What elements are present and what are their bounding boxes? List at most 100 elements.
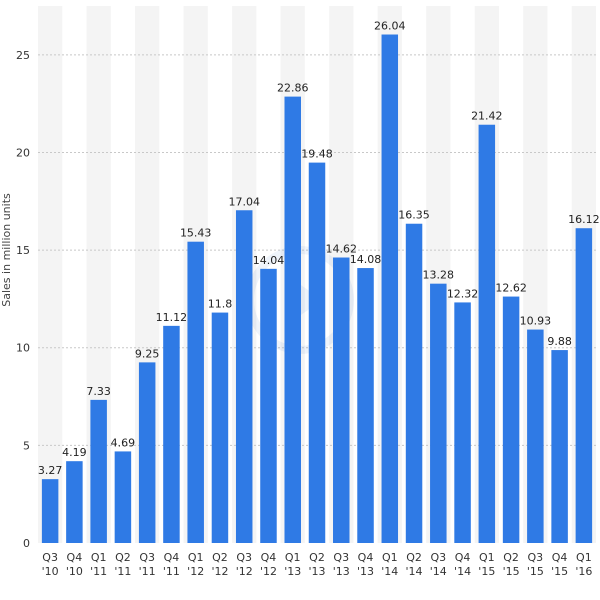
bar xyxy=(454,302,471,543)
bar xyxy=(575,228,593,543)
x-tick-label: Q2 xyxy=(309,551,325,564)
x-tick-label: Q1 xyxy=(188,551,204,564)
y-tick-label: 5 xyxy=(23,439,30,452)
value-label: 4.19 xyxy=(62,446,87,459)
value-label: 15.43 xyxy=(180,227,212,240)
x-tick-label: '11 xyxy=(90,565,107,578)
bar xyxy=(138,362,156,543)
x-tick-label: '12 xyxy=(260,565,277,578)
bar xyxy=(405,223,423,543)
y-axis-ticks: 0 5 10 15 20 25 xyxy=(16,49,30,550)
y-tick-label: 20 xyxy=(16,146,30,159)
x-tick-label: Q3 xyxy=(528,551,544,564)
bar xyxy=(41,479,59,543)
x-tick-label: Q3 xyxy=(42,551,58,564)
x-tick-label: Q3 xyxy=(430,551,446,564)
value-label: 3.27 xyxy=(38,464,63,477)
y-axis-label: Sales in million units xyxy=(0,193,13,307)
value-label: 9.88 xyxy=(547,335,572,348)
x-tick-label: '11 xyxy=(139,565,156,578)
bar xyxy=(308,162,326,543)
value-label: 13.28 xyxy=(423,269,455,282)
bar xyxy=(430,283,447,543)
x-tick-label: Q1 xyxy=(479,551,495,564)
x-tick-label: '14 xyxy=(454,565,471,578)
x-tick-label: '10 xyxy=(42,565,59,578)
value-label: 10.93 xyxy=(520,315,552,328)
x-tick-label: Q4 xyxy=(67,551,83,564)
bars xyxy=(41,34,593,544)
x-tick-label: '13 xyxy=(357,565,374,578)
value-label: 16.12 xyxy=(568,213,600,226)
value-label: 11.12 xyxy=(156,311,188,324)
bar xyxy=(90,399,107,543)
x-tick-label: '10 xyxy=(66,565,83,578)
value-label: 21.42 xyxy=(471,110,503,123)
x-tick-label: Q1 xyxy=(285,551,301,564)
bar xyxy=(235,210,253,543)
value-label: 4.69 xyxy=(111,436,136,449)
x-tick-label: Q4 xyxy=(455,551,471,564)
x-tick-label: Q1 xyxy=(91,551,107,564)
bar xyxy=(478,124,496,543)
bar xyxy=(551,350,568,543)
value-label: 14.04 xyxy=(253,254,285,267)
bar xyxy=(527,329,544,543)
x-tick-label: '13 xyxy=(333,565,350,578)
x-tick-label: '16 xyxy=(575,565,592,578)
x-tick-label: '12 xyxy=(211,565,228,578)
x-tick-label: Q2 xyxy=(212,551,228,564)
value-label: 11.8 xyxy=(208,298,233,311)
x-tick-label: '14 xyxy=(381,565,398,578)
y-tick-label: 25 xyxy=(16,49,30,62)
x-tick-label: Q2 xyxy=(503,551,519,564)
x-tick-label: '15 xyxy=(527,565,544,578)
background-band xyxy=(38,6,63,543)
x-tick-label: Q3 xyxy=(139,551,155,564)
value-label: 22.86 xyxy=(277,82,309,95)
value-label: 16.35 xyxy=(398,209,430,222)
y-tick-label: 10 xyxy=(16,342,30,355)
x-tick-label: '11 xyxy=(114,565,131,578)
value-label: 14.62 xyxy=(326,243,358,256)
x-tick-label: Q4 xyxy=(552,551,568,564)
bar xyxy=(211,312,229,543)
value-label: 17.04 xyxy=(228,195,260,208)
x-tick-label: Q4 xyxy=(358,551,374,564)
y-tick-label: 0 xyxy=(23,537,30,550)
x-tick-label: '11 xyxy=(163,565,180,578)
bar xyxy=(333,257,350,543)
bar xyxy=(187,241,204,543)
value-label: 9.25 xyxy=(135,347,160,360)
bar xyxy=(163,325,180,543)
x-tick-label: Q2 xyxy=(115,551,131,564)
x-tick-label: Q3 xyxy=(333,551,349,564)
x-tick-label: '14 xyxy=(406,565,423,578)
value-label: 19.48 xyxy=(301,148,333,161)
x-tick-label: Q2 xyxy=(406,551,422,564)
x-tick-label: Q3 xyxy=(236,551,252,564)
x-tick-label: '14 xyxy=(430,565,447,578)
x-tick-label: '15 xyxy=(478,565,495,578)
bar xyxy=(502,296,520,543)
bar xyxy=(284,96,301,544)
x-tick-label: '13 xyxy=(284,565,301,578)
x-tick-label: Q4 xyxy=(164,551,180,564)
bar xyxy=(114,451,132,543)
x-tick-label: '15 xyxy=(551,565,568,578)
value-label: 14.08 xyxy=(350,253,382,266)
bar xyxy=(357,268,374,543)
y-tick-label: 15 xyxy=(16,244,30,257)
bar xyxy=(260,268,277,543)
x-tick-label: '12 xyxy=(187,565,204,578)
x-tick-label: Q4 xyxy=(261,551,277,564)
bar xyxy=(66,461,83,543)
x-tick-label: '13 xyxy=(308,565,325,578)
bar xyxy=(381,34,399,543)
value-label: 7.33 xyxy=(86,385,111,398)
x-tick-label: '15 xyxy=(503,565,520,578)
x-tick-label: '12 xyxy=(236,565,253,578)
x-axis-labels: Q3'10Q4'10Q1'11Q2'11Q3'11Q4'11Q1'12Q2'12… xyxy=(42,551,593,578)
